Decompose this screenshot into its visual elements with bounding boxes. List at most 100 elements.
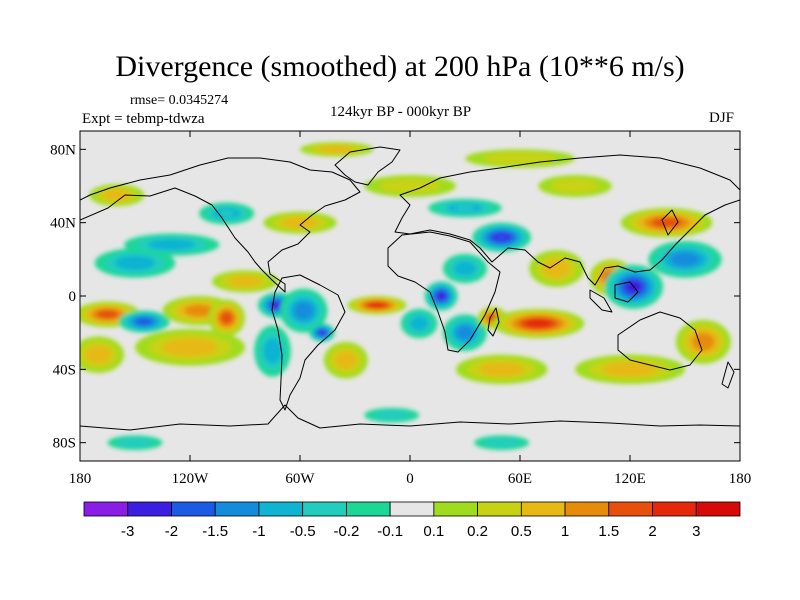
colorbar-swatch (433, 501, 479, 517)
contour-core (659, 220, 675, 226)
x-tick-label: 120W (172, 471, 210, 487)
anomaly-feature (364, 175, 456, 197)
colorbar-label: 0.5 (511, 523, 532, 540)
anomaly-feature (347, 296, 407, 315)
coastline-indonesia (589, 281, 639, 313)
y-tick-label: 40S (53, 362, 76, 378)
coastline-antarctica (80, 404, 740, 431)
anomaly-feature (300, 142, 374, 157)
anomaly-feature (474, 435, 530, 450)
contour-core (372, 303, 382, 307)
colorbar-swatch (302, 501, 347, 517)
colorbar-label: -2 (165, 523, 178, 540)
anomaly-feature (89, 184, 145, 207)
contour-core (549, 263, 564, 274)
colorbar-swatch (477, 501, 522, 517)
anomaly-feature (364, 407, 420, 423)
contour-core (677, 255, 693, 263)
x-axis: 180 120W 60W 0 60E 120E 180 (69, 131, 751, 487)
anomaly-feature (575, 354, 685, 385)
anomaly-feature (135, 329, 245, 366)
colorbar-label: 0.2 (467, 523, 488, 540)
colorbar-swatch (214, 501, 260, 517)
colorbar-swatch (389, 501, 435, 517)
anomaly-feature (279, 288, 328, 333)
coastline-north-america (80, 157, 361, 293)
anomaly-feature (443, 253, 487, 284)
contour-core (531, 321, 545, 326)
anomaly-feature (80, 301, 141, 328)
anomaly-feature (80, 336, 124, 373)
colorbar-label: 1.5 (598, 523, 619, 540)
contour-core (490, 365, 514, 374)
y-axis: 80N 40N 0 40S 80S (50, 142, 740, 452)
anomaly-feature (675, 319, 731, 364)
colorbar-swatch (171, 501, 216, 517)
anomaly-feature (455, 354, 548, 385)
coastlines (80, 146, 740, 431)
coastline-australia (617, 311, 703, 371)
colorbar-swatch (652, 501, 697, 517)
chart-title: Divergence (smoothed) at 200 hPa (10**6 … (115, 50, 685, 83)
anomaly-feature (94, 248, 176, 278)
y-tick-label: 80N (50, 142, 76, 158)
contour-core (382, 412, 401, 418)
rmse-label: rmse= 0.0345274 (130, 93, 229, 108)
colorbar-swatch (695, 501, 741, 517)
contour-core (459, 264, 471, 273)
anomaly-feature (424, 281, 458, 311)
anomaly-feature (199, 202, 255, 225)
contour-core (102, 312, 113, 317)
contour-core (191, 307, 207, 314)
coastline-new-zealand (721, 361, 735, 389)
colorbar-label: -0.1 (377, 523, 403, 540)
contour-core (124, 259, 146, 267)
anomaly-feature (465, 149, 575, 168)
contour-core (159, 241, 184, 248)
colorbar-swatch (608, 501, 653, 517)
colorbar-swatch (345, 501, 391, 517)
anomaly-feature (309, 323, 335, 342)
season-label: DJF (709, 110, 735, 126)
anomaly-feature (400, 308, 438, 339)
colorbar-label: 0.1 (423, 523, 444, 540)
anomaly-feature (648, 241, 722, 278)
coastline-madagascar (487, 307, 500, 337)
period-label: 124kyr BP - 000kyr BP (330, 104, 472, 120)
colorbar-label: -1 (252, 523, 265, 540)
contour-core (223, 314, 230, 322)
anomaly-feature (323, 341, 368, 379)
colorbar-label: -3 (121, 523, 134, 540)
x-tick-label: 180 (69, 471, 92, 487)
y-tick-label: 80S (53, 436, 76, 452)
anomaly-feature (107, 435, 163, 450)
contour-core (219, 210, 234, 217)
y-tick-label: 40N (50, 216, 76, 232)
contour-core (320, 331, 324, 334)
contour-core (414, 319, 424, 328)
contour-core (267, 344, 278, 358)
contour-core (275, 303, 281, 307)
anomaly-feature (472, 222, 531, 252)
coastline-eurasia (394, 154, 740, 286)
contour-core (125, 440, 145, 446)
contour-core (298, 306, 309, 316)
colorbar-swatch (520, 501, 566, 517)
contour-core (394, 182, 426, 190)
contour-core (455, 205, 475, 211)
contour-core (697, 337, 709, 347)
contour-core (460, 329, 470, 337)
contour-core (139, 319, 149, 324)
contour-core (340, 355, 352, 365)
colorbar-swatch (127, 501, 172, 517)
colorbar-swatch (258, 501, 304, 517)
colorbar-label: 2 (648, 523, 656, 540)
anomaly-feature (124, 233, 220, 256)
anomaly-feature (263, 211, 337, 234)
contour-core (438, 293, 444, 299)
colorbar-swatch (83, 501, 129, 517)
colorbar-label: -0.2 (333, 523, 359, 540)
anomaly-feature (428, 198, 502, 218)
coastline-south-america (271, 274, 346, 411)
colorbar: -3 -2 -1.5 -1 -0.5 -0.2 -0.1 0.1 0.2 0.5 1 1.5 2 3 (83, 501, 741, 540)
